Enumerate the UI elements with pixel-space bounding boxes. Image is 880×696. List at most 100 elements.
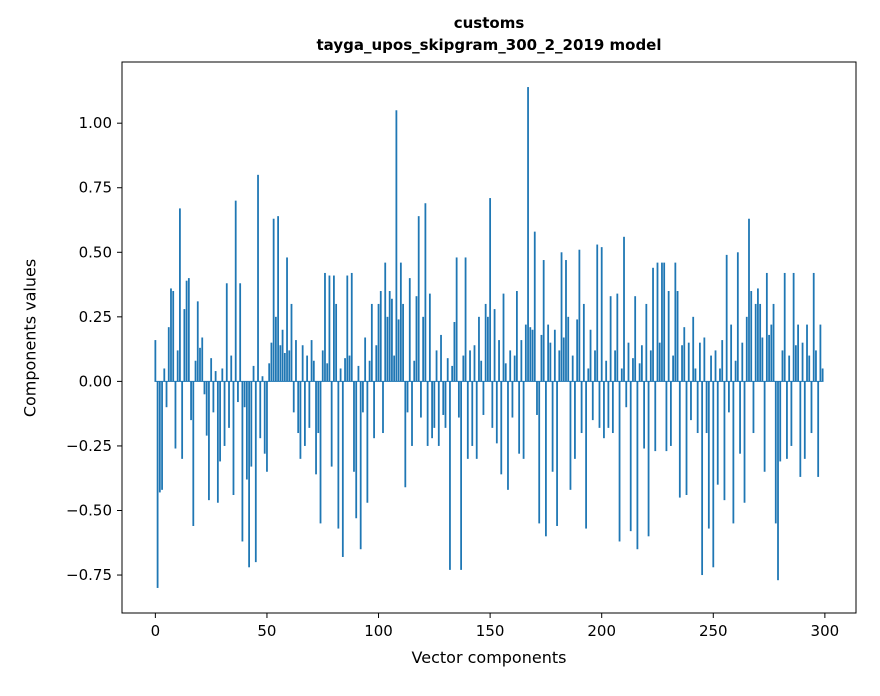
bar <box>359 381 362 550</box>
x-tick-label: 50 <box>257 622 276 640</box>
bar <box>618 381 621 542</box>
bar <box>741 342 744 382</box>
bar <box>520 340 523 382</box>
bar <box>420 381 422 418</box>
x-tick-label: 150 <box>476 622 505 640</box>
bar <box>790 381 793 446</box>
bar <box>821 368 824 382</box>
bar <box>736 252 739 382</box>
bar <box>560 252 563 382</box>
bar <box>518 381 521 454</box>
bar <box>384 262 387 382</box>
bar <box>172 291 175 382</box>
bar <box>484 303 487 382</box>
bar <box>205 381 208 436</box>
bar <box>183 309 186 382</box>
bar <box>288 350 291 382</box>
bar <box>545 381 547 537</box>
bar <box>259 381 262 439</box>
bar <box>214 371 217 382</box>
bar <box>203 381 206 395</box>
bar <box>580 381 583 434</box>
bar <box>219 381 221 462</box>
bar <box>303 381 306 446</box>
bar <box>663 262 666 382</box>
x-axis-label: Vector components <box>411 648 567 667</box>
bar <box>402 303 404 382</box>
bar <box>388 291 391 382</box>
bar <box>368 360 371 382</box>
bar <box>667 291 670 382</box>
bar <box>406 381 409 413</box>
bar <box>571 355 574 382</box>
bar <box>696 381 699 434</box>
bar <box>647 381 650 537</box>
bar <box>241 381 244 542</box>
bar <box>192 381 195 526</box>
bar <box>377 303 380 382</box>
bar <box>277 216 279 382</box>
bar <box>656 262 659 382</box>
bar <box>266 381 268 472</box>
bar <box>683 327 686 382</box>
bar <box>308 381 311 428</box>
bar <box>176 350 179 382</box>
bar <box>725 254 728 382</box>
bar <box>609 296 612 382</box>
bar <box>596 244 599 382</box>
bar <box>393 355 396 382</box>
bar <box>603 381 605 439</box>
bar <box>569 381 572 490</box>
bar <box>585 381 587 529</box>
bar <box>426 381 429 446</box>
bar <box>678 381 681 498</box>
bar <box>196 301 199 382</box>
bar <box>274 316 277 382</box>
bar <box>281 329 284 382</box>
bar <box>616 293 619 382</box>
bar <box>350 272 353 382</box>
bar <box>317 381 320 434</box>
bar <box>562 337 565 382</box>
bar <box>254 381 257 563</box>
y-tick-label: 0.50 <box>79 243 112 261</box>
x-tick-label: 200 <box>587 622 616 640</box>
bar <box>493 309 496 382</box>
bar <box>672 355 675 382</box>
bar <box>745 316 748 382</box>
bar <box>529 327 532 382</box>
bar <box>507 381 509 490</box>
bar <box>739 381 741 454</box>
bar <box>270 342 273 382</box>
chart-title: customs tayga_upos_skipgram_300_2_2019 m… <box>122 12 856 56</box>
bar <box>743 381 746 503</box>
bar <box>500 381 503 475</box>
bar <box>428 293 431 382</box>
bar <box>174 381 177 449</box>
bar <box>761 337 764 382</box>
bar <box>469 350 471 382</box>
bar <box>567 316 570 382</box>
bar <box>301 345 304 382</box>
bar <box>788 355 791 382</box>
bar <box>710 355 712 382</box>
y-tick-label: −0.50 <box>66 501 112 519</box>
bar <box>417 216 420 382</box>
x-tick-label: 100 <box>364 622 393 640</box>
bar <box>234 200 237 382</box>
zero-baseline <box>154 380 824 382</box>
bar <box>424 203 427 382</box>
bar <box>471 381 474 446</box>
bar <box>513 355 516 382</box>
bar <box>375 345 378 382</box>
bar <box>815 350 817 382</box>
bar <box>806 324 808 382</box>
bar <box>558 350 561 382</box>
bar <box>446 358 449 382</box>
bar <box>179 208 181 382</box>
bar <box>170 288 172 382</box>
bar <box>565 260 567 382</box>
bar <box>462 355 465 382</box>
bar <box>707 381 710 529</box>
bar <box>511 381 514 418</box>
